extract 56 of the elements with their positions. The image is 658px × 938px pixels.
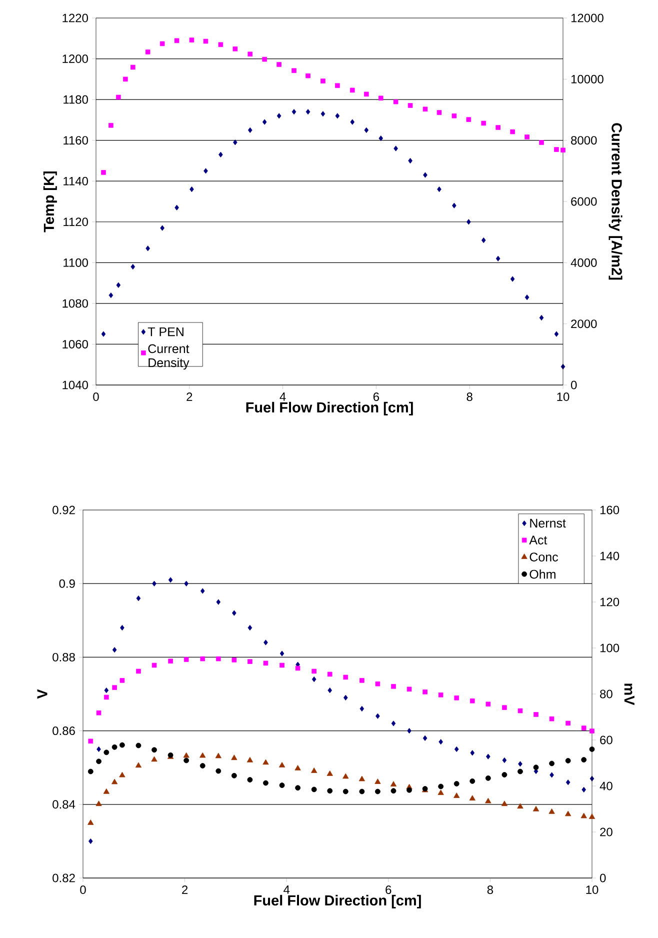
y2-tick-label: 0	[600, 874, 606, 882]
y2-tick-label: 6000	[571, 197, 597, 206]
y2-tick-label: 60	[600, 736, 612, 744]
y-tick-label: 1160	[64, 136, 88, 145]
y2-tick-label: 100	[600, 644, 620, 652]
y-tick-label: 0.84	[52, 800, 76, 809]
y2-tick-label: 10000	[571, 74, 604, 84]
x-tick-label: 8	[466, 392, 472, 402]
legend-label: Current Density	[148, 344, 190, 370]
legend-label: Nernst	[530, 518, 566, 528]
y-tick-label: 1120	[64, 218, 88, 226]
y-tick-label: 0.86	[52, 726, 75, 736]
x-tick-label: 0	[80, 886, 86, 894]
y2-tick-label: 160	[600, 506, 620, 514]
x-tick-label: 4	[280, 392, 286, 401]
y2-tick-label: 4000	[570, 258, 597, 267]
y-tick-label: 0.88	[52, 652, 75, 662]
y2-tick-label: 80	[600, 690, 612, 698]
legend-label: Ohm	[530, 570, 556, 579]
x-tick-label: 2	[186, 392, 192, 401]
y-tick-label: 1060	[62, 340, 88, 348]
x-tick-label: 0	[93, 392, 99, 402]
x-tick-label: 4	[284, 886, 290, 894]
x-tick-label: 6	[373, 392, 380, 402]
y2-tick-label: 2000	[571, 320, 597, 328]
y-tick-label: 1140	[64, 176, 88, 186]
y2-tick-label: 0	[571, 380, 577, 390]
y-tick-label: 0.9	[59, 579, 75, 588]
y-tick-label: 1220	[62, 14, 88, 22]
x-tick-label: 2	[182, 886, 188, 894]
y-tick-label: 1200	[62, 54, 88, 64]
y2-tick-label: 140	[600, 552, 620, 560]
legend-label: Act	[529, 536, 548, 544]
y2-tick-label: 120	[600, 598, 620, 606]
y2-tick-label: 40	[600, 782, 612, 790]
y-tick-label: 1180	[64, 95, 88, 104]
y-tick-label: 1040	[62, 380, 88, 390]
x-axis-title: Fuel Flow Direction [cm]	[246, 402, 413, 416]
y-tick-label: 1080	[62, 299, 88, 308]
y2-tick-label: 8000	[571, 136, 597, 145]
legend-label: Conc	[530, 552, 558, 562]
y-axis-title: Temp [K]	[43, 171, 57, 232]
y2-axis-title: Current Density [A/m2]	[608, 123, 622, 280]
y-tick-label: 0.82	[52, 874, 75, 882]
legend-label: T PEN	[148, 327, 184, 336]
y2-axis-title: mV	[624, 684, 634, 706]
y2-tick-label: 12000	[571, 14, 604, 22]
x-tick-label: 10	[586, 886, 598, 894]
x-tick-label: 6	[386, 886, 392, 894]
x-tick-label: 8	[487, 886, 494, 894]
y-axis-title: V	[37, 689, 48, 699]
x-axis-title: Fuel Flow Direction [cm]	[254, 894, 421, 908]
y2-tick-label: 20	[600, 828, 612, 836]
y-tick-label: 1100	[64, 258, 88, 267]
x-tick-label: 10	[557, 392, 570, 402]
y-tick-label: 0.92	[52, 506, 75, 514]
